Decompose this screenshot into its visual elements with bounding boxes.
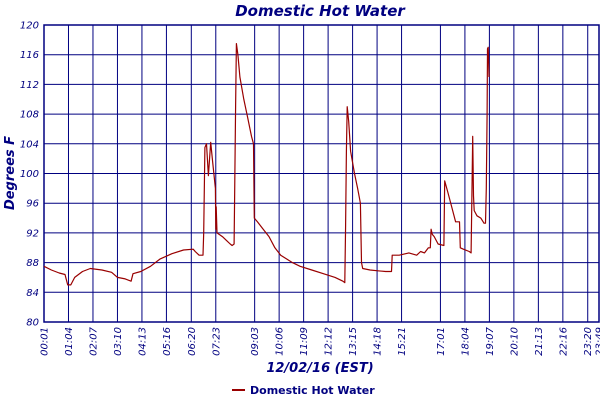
x-tick-label: 05:16 [162,327,173,356]
y-tick-label: 92 [26,228,39,239]
x-tick-label: 03:10 [113,327,124,356]
x-tick-label: 00:01 [40,327,51,356]
x-tick-label: 11:09 [299,327,310,356]
y-tick-label: 80 [26,318,39,329]
chart-title: Domestic Hot Water [235,2,406,20]
y-tick-label: 116 [20,50,39,61]
y-tick-label: 96 [26,199,39,210]
x-tick-label: 15:21 [397,327,408,356]
x-tick-label: 10:06 [275,327,286,356]
series-layer [43,42,490,286]
x-axis-label: 12/02/16 (EST) [266,361,373,376]
x-tick-label: 13:15 [348,327,359,356]
y-tick-labels: 80 84 88 92 96 100 104 108 112 116 120 [20,21,39,329]
x-tick-label: 20:10 [509,327,520,356]
x-tick-label: 09:03 [250,327,261,356]
y-tick-label: 100 [20,169,39,180]
x-tick-label: 14:18 [373,327,384,356]
x-tick-label: 17:01 [436,327,447,356]
y-tick-label: 84 [26,288,39,299]
x-tick-label: 23:20 [583,327,594,356]
x-tick-label: 19:07 [485,326,496,355]
y-axis-label: Degrees F [3,136,18,210]
x-tick-label: 06:20 [187,327,198,356]
y-tick-label: 88 [26,258,39,269]
y-tick-label: 104 [20,139,39,150]
x-tick-label: 04:13 [137,327,148,356]
y-tick-label: 108 [20,110,39,121]
x-tick-label: 23:49 [595,327,600,356]
x-tick-label: 18:04 [460,327,471,356]
grid [43,24,600,323]
x-tick-label: 22:16 [558,327,569,356]
legend-label: Domestic Hot Water [250,384,375,397]
x-tick-label: 12:12 [324,327,335,356]
y-tick-label: 112 [20,80,39,91]
x-tick-label: 02:07 [88,326,99,355]
series-line-domestic-hot-water [43,42,490,286]
x-tick-label: 07:23 [211,327,222,356]
x-tick-label: 21:13 [534,327,545,356]
x-tick-labels: 00:01 01:04 02:07 03:10 04:13 05:16 06:20 07:23… [40,326,600,355]
y-tick-label: 120 [20,21,39,32]
x-tick-label: 01:04 [64,327,75,356]
plot-frame [43,24,600,323]
legend: Domestic Hot Water [232,384,375,397]
